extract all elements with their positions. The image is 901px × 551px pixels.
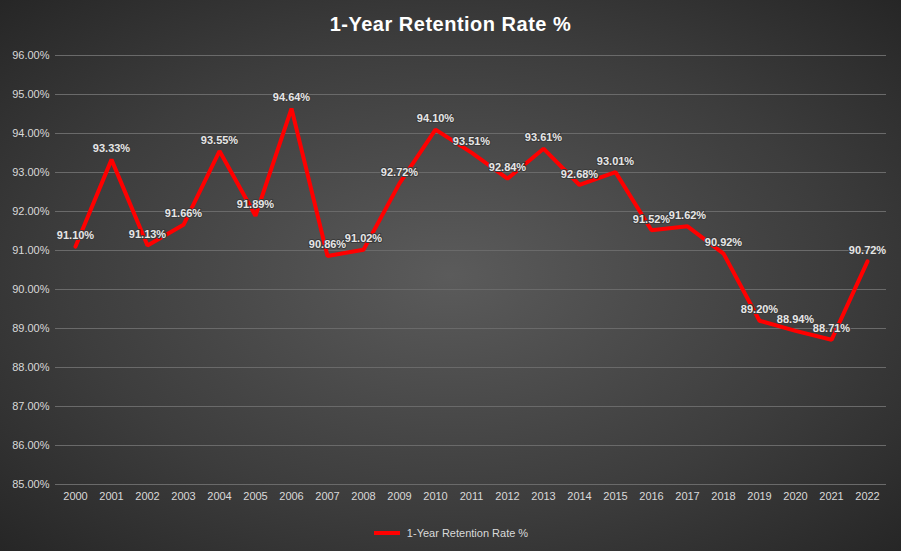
svg-text:93.33%: 93.33% [93, 142, 131, 154]
svg-text:91.10%: 91.10% [57, 229, 95, 241]
svg-text:2019: 2019 [747, 490, 771, 502]
svg-text:87.00%: 87.00% [12, 400, 50, 412]
svg-text:2006: 2006 [279, 490, 303, 502]
html-text:1-Year Retention Rate %: 1-Year Retention Rate % [329, 13, 572, 35]
svg-text:2001: 2001 [99, 490, 123, 502]
svg-text:85.00%: 85.00% [12, 478, 50, 490]
svg-text:94.64%: 94.64% [273, 91, 311, 103]
svg-text:89.20%: 89.20% [741, 303, 779, 315]
svg-text:91.66%: 91.66% [165, 207, 203, 219]
svg-text:2021: 2021 [819, 490, 843, 502]
svg-text:94.00%: 94.00% [12, 127, 50, 139]
svg-text:2000: 2000 [63, 490, 87, 502]
svg-text:88.71%: 88.71% [813, 322, 851, 334]
svg-text:96.00%: 96.00% [12, 49, 50, 61]
svg-text:2020: 2020 [783, 490, 807, 502]
svg-text:92.00%: 92.00% [12, 205, 50, 217]
svg-text:88.94%: 88.94% [777, 313, 815, 325]
svg-text:91.52%: 91.52% [633, 213, 671, 225]
svg-text:2013: 2013 [531, 490, 555, 502]
svg-text:2016: 2016 [639, 490, 663, 502]
svg-text:88.00%: 88.00% [12, 361, 50, 373]
svg-text:90.86%: 90.86% [309, 238, 347, 250]
svg-text:2011: 2011 [460, 490, 484, 502]
svg-text:90.72%: 90.72% [849, 244, 887, 256]
svg-text:94.10%: 94.10% [417, 112, 455, 124]
svg-text:91.00%: 91.00% [12, 244, 50, 256]
svg-text:91.89%: 91.89% [237, 198, 275, 210]
svg-text:2018: 2018 [711, 490, 735, 502]
svg-text:93.01%: 93.01% [597, 155, 635, 167]
svg-text:2007: 2007 [315, 490, 339, 502]
svg-text:2004: 2004 [207, 490, 231, 502]
svg-text:2014: 2014 [567, 490, 591, 502]
svg-text:91.13%: 91.13% [129, 228, 167, 240]
svg-text:2005: 2005 [243, 490, 267, 502]
html-text:1-Year Retention Rate %: 1-Year Retention Rate % [406, 527, 529, 539]
svg-text:93.51%: 93.51% [453, 135, 491, 147]
svg-text:2022: 2022 [855, 490, 879, 502]
svg-text:93.61%: 93.61% [525, 131, 563, 143]
svg-text:2002: 2002 [135, 490, 159, 502]
svg-text:92.72%: 92.72% [381, 166, 419, 178]
svg-text:92.68%: 92.68% [561, 168, 599, 180]
svg-text:91.02%: 91.02% [345, 232, 383, 244]
svg-text:95.00%: 95.00% [12, 88, 50, 100]
svg-text:92.84%: 92.84% [489, 161, 527, 173]
svg-text:2010: 2010 [423, 490, 447, 502]
svg-text:2008: 2008 [351, 490, 375, 502]
svg-text:93.55%: 93.55% [201, 134, 239, 146]
svg-text:86.00%: 86.00% [12, 439, 50, 451]
svg-text:90.92%: 90.92% [705, 236, 743, 248]
svg-text:2012: 2012 [495, 490, 519, 502]
svg-text:89.00%: 89.00% [12, 322, 50, 334]
svg-text:2003: 2003 [171, 490, 195, 502]
svg-text:93.00%: 93.00% [12, 166, 50, 178]
svg-text:91.62%: 91.62% [669, 209, 707, 221]
svg-text:2009: 2009 [387, 490, 411, 502]
svg-text:90.00%: 90.00% [12, 283, 50, 295]
svg-text:2015: 2015 [603, 490, 627, 502]
svg-text:2017: 2017 [675, 490, 699, 502]
